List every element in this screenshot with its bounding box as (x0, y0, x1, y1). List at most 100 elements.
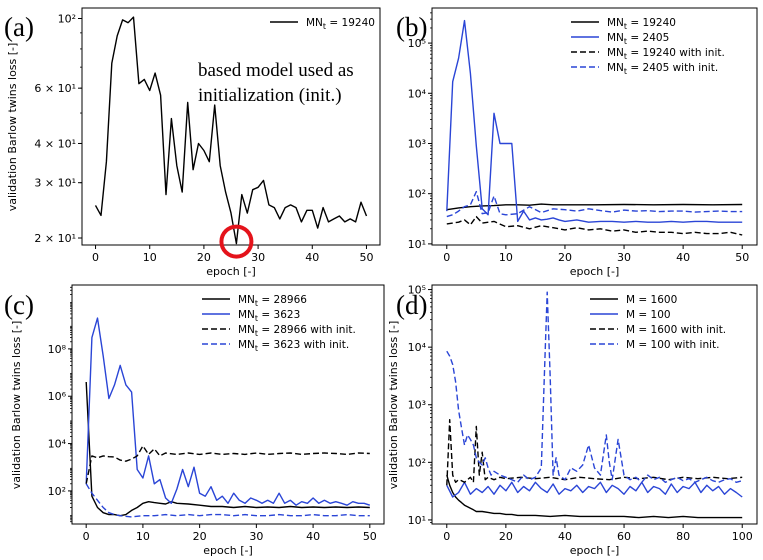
series-line (446, 19, 743, 223)
annotation-text: based model used as (198, 60, 354, 81)
x-tick-label: 30 (617, 251, 631, 264)
legend-label-main: MN (306, 17, 323, 29)
series-line (446, 203, 743, 211)
legend-label: MNt = 3623 with init. (238, 339, 349, 353)
y-tick-label: 10² (48, 485, 66, 498)
legend-label: MNt = 19240 (607, 17, 676, 31)
x-tick-label: 10 (143, 251, 157, 264)
legend-label: M = 1600 with init. (626, 324, 726, 336)
x-tick-label: 60 (617, 530, 631, 543)
series-line (85, 483, 370, 518)
legend-label: MNt = 28966 (238, 294, 307, 308)
legend-label-subscript: t (255, 329, 258, 338)
legend-label-subscript: t (624, 37, 627, 46)
x-tick-label: 40 (558, 530, 572, 543)
legend: MNt = 19240 (270, 17, 375, 31)
y-tick-label: 10³ (408, 137, 426, 150)
x-tick-label: 20 (197, 251, 211, 264)
series-line (446, 419, 743, 486)
x-tick-label: 50 (363, 530, 377, 543)
y-tick-label: 10⁴ (408, 341, 427, 354)
legend-label-main: MN (238, 309, 255, 321)
x-tick-label: 0 (443, 251, 450, 264)
legend-label-rest: = 19240 (627, 17, 676, 29)
legend-label-subscript: t (624, 67, 627, 76)
x-axis-label: epoch [-] (206, 265, 256, 278)
y-tick-label: 10⁸ (48, 343, 67, 356)
x-axis-label: epoch [-] (570, 544, 620, 557)
legend-label-main: MN (238, 339, 255, 351)
y-tick-label: 10⁵ (408, 284, 426, 297)
y-tick-label: 10¹ (408, 514, 426, 527)
x-tick-label: 0 (92, 251, 99, 264)
legend-label-rest: = 3623 with init. (258, 339, 349, 351)
legend-label: MNt = 19240 (306, 17, 375, 31)
y-tick-label: 10⁴ (408, 87, 427, 100)
x-tick-label: 100 (732, 530, 753, 543)
legend-label-subscript: t (323, 22, 326, 31)
y-tick-label: 10² (58, 12, 76, 25)
x-tick-label: 80 (676, 530, 690, 543)
x-axis-label: epoch [-] (203, 544, 253, 557)
legend-label: M = 100 with init. (626, 339, 719, 351)
y-tick-label: 4 × 10¹ (34, 137, 76, 150)
series-line (446, 474, 743, 519)
legend-label-subscript: t (255, 314, 258, 323)
legend-label-rest: = 28966 (258, 294, 307, 306)
plot-frame (71, 284, 385, 525)
legend-label-subscript: t (624, 52, 627, 61)
y-tick-label: 10¹ (408, 238, 426, 251)
plot-frame (431, 7, 758, 246)
chart-panel-c: 0 10 20 30 40 50 10² 10⁴ 10⁶ 10⁸ epoch [-] validati… (4, 284, 385, 557)
x-tick-label: 40 (305, 251, 319, 264)
legend-label-main: MN (607, 47, 624, 59)
chart-panel-d: 0 20 40 60 80 100 10¹ 10² 10³ 10⁴ 10⁵ epoch [-] vali… (387, 284, 758, 557)
series-line (446, 215, 743, 236)
legend: M = 1600 M = 100 M = 1600 with init. M = 10… (590, 294, 726, 351)
y-tick-label: 2 × 10¹ (34, 232, 76, 245)
highlight-circle (219, 224, 254, 259)
legend-label-subscript: t (255, 344, 258, 353)
panel-label: (c) (4, 290, 34, 320)
x-tick-label: 50 (735, 251, 749, 264)
legend-label-main: MN (238, 324, 255, 336)
chart-panel-a: 0 10 20 30 40 50 2 × 10¹ 3 × 10¹ 4 × 10¹ 6 × 10¹ 1… (4, 7, 381, 278)
x-tick-label: 50 (359, 251, 373, 264)
x-tick-label: 20 (558, 251, 572, 264)
x-tick-label: 30 (251, 251, 265, 264)
series-line (94, 16, 368, 245)
y-tick-label: 10² (408, 188, 426, 201)
legend-label-main: MN (238, 294, 255, 306)
series-line (446, 190, 743, 218)
x-tick-label: 10 (499, 251, 513, 264)
x-tick-label: 30 (249, 530, 263, 543)
series-line (85, 381, 370, 517)
y-tick-label: 3 × 10¹ (34, 177, 76, 190)
legend-label-rest: = 28966 with init. (258, 324, 356, 336)
panel-label: (b) (396, 12, 427, 42)
annotation-text: initialization (init.) (198, 85, 342, 106)
x-tick-label: 10 (136, 530, 150, 543)
legend-label-subscript: t (255, 299, 258, 308)
y-tick-label: 6 × 10¹ (34, 82, 76, 95)
y-tick-label: 10⁵ (408, 37, 426, 50)
legend-label-main: MN (607, 17, 624, 29)
x-tick-label: 20 (193, 530, 207, 543)
y-tick-label: 10² (408, 456, 426, 469)
series-line (446, 291, 743, 483)
x-tick-label: 40 (306, 530, 320, 543)
legend-label-main: MN (607, 62, 624, 74)
legend-label: MNt = 28966 with init. (238, 324, 356, 338)
legend-label: MNt = 3623 (238, 309, 300, 323)
y-axis-label: validation Barlow twins loss [-] (10, 321, 23, 490)
chart-panel-b: 0 10 20 30 40 50 10¹ 10² 10³ 10⁴ 10⁵ epoch [-] (b) MN… (396, 7, 758, 278)
y-tick-label: 10⁶ (48, 390, 67, 403)
panel-label: (a) (4, 12, 34, 42)
y-axis-label: validation Barlow twins loss [-] (6, 43, 19, 212)
legend-label-rest: = 19240 (326, 17, 375, 29)
y-tick-label: 10³ (408, 399, 426, 412)
y-axis-label: validation Barlow twins loss [-] (387, 321, 400, 490)
legend-label: MNt = 2405 with init. (607, 62, 718, 76)
